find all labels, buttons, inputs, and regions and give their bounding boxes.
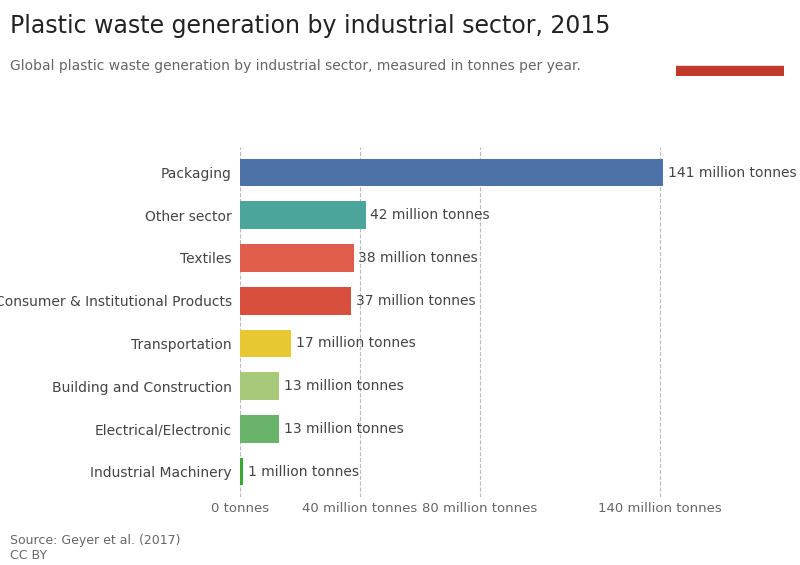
Text: 37 million tonnes: 37 million tonnes [355,294,475,308]
Text: 38 million tonnes: 38 million tonnes [358,251,478,265]
Text: Global plastic waste generation by industrial sector, measured in tonnes per yea: Global plastic waste generation by indus… [10,59,581,73]
Text: 17 million tonnes: 17 million tonnes [295,336,415,350]
Text: 141 million tonnes: 141 million tonnes [667,166,796,180]
Bar [240,244,354,272]
Bar [676,66,784,76]
Bar [240,415,279,443]
Bar [240,458,243,485]
Bar [240,329,291,357]
Text: Source: Geyer et al. (2017)
CC BY: Source: Geyer et al. (2017) CC BY [10,534,180,562]
Text: 42 million tonnes: 42 million tonnes [370,208,490,222]
Bar [240,372,279,400]
Text: Plastic waste generation by industrial sector, 2015: Plastic waste generation by industrial s… [10,14,610,38]
Bar [240,201,366,229]
Bar [240,159,663,186]
Text: Our World
in Data: Our World in Data [697,28,763,56]
Text: 13 million tonnes: 13 million tonnes [283,379,403,393]
Bar [240,287,351,315]
Text: 13 million tonnes: 13 million tonnes [283,422,403,436]
Text: 1 million tonnes: 1 million tonnes [247,464,358,479]
